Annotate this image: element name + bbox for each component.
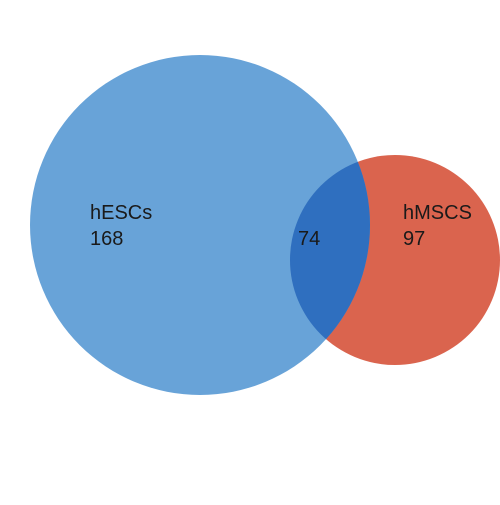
left-set-count: 168 [90, 226, 123, 252]
right-set-count: 97 [403, 226, 425, 252]
left-set-name: hESCs [90, 200, 152, 226]
venn-diagram: hESCs 168 74 hMSCS 97 [0, 0, 500, 500]
intersection-count: 74 [298, 226, 320, 252]
right-set-name: hMSCS [403, 200, 472, 226]
